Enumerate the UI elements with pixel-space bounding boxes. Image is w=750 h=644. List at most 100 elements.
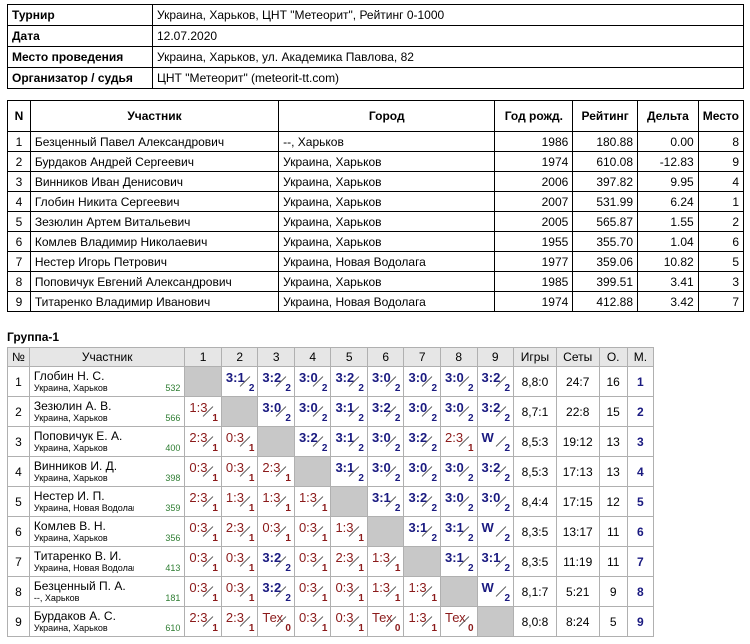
grid-score-cell: 0:3 1	[293, 516, 332, 547]
grid-place: 1	[626, 366, 655, 397]
grid-player-city: Украина, Харьков	[33, 532, 108, 543]
score-points: 1	[212, 593, 218, 604]
participant-cell: 399.51	[572, 271, 639, 292]
grid-header: 1	[184, 347, 222, 367]
participant-cell: 531.99	[572, 191, 639, 212]
grid-header: №	[7, 347, 30, 367]
score-value: 3:2	[371, 400, 391, 415]
score-value: 3:0	[408, 460, 428, 475]
participant-cell: 3.42	[637, 291, 699, 312]
score-value: 2:3	[335, 550, 354, 565]
grid-header: 4	[293, 347, 332, 367]
grid-score-cell: 3:1 2	[366, 486, 405, 517]
info-label: Организатор / судья	[7, 67, 153, 89]
participant-cell: 412.88	[572, 291, 639, 312]
score-points: 2	[285, 593, 291, 604]
grid-score-cell: 3:1 2	[440, 546, 478, 577]
score-value: 0:3	[225, 460, 244, 475]
participant-cell: 9	[7, 291, 31, 312]
participant-cell: 10.82	[637, 251, 699, 272]
grid-row-number: 5	[7, 486, 30, 517]
grid-score-cell: 0:3 1	[257, 516, 295, 547]
grid-player-rating: 181	[165, 593, 181, 603]
grid-score-cell: 3:0 2	[293, 396, 332, 427]
grid-header: 6	[366, 347, 405, 367]
score-points: 1	[212, 443, 218, 454]
grid-row: 8 Безценный П. А. --, Харьков 181 0:3 1 0:3 1 3:…	[7, 576, 655, 607]
score-points: 1	[248, 473, 255, 484]
grid-player-city: Украина, Новая Водолага	[33, 562, 134, 573]
grid-score-cell: 3:2 2	[293, 426, 332, 457]
score-value: 0:3	[189, 550, 208, 565]
info-row: Турнир Украина, Харьков, ЦНТ "Метеорит", …	[7, 4, 744, 26]
grid-points: 5	[598, 606, 628, 637]
score-points: 2	[285, 413, 291, 424]
score-points: 2	[321, 443, 328, 454]
score-points: 2	[394, 473, 401, 484]
grid-sets: 5:21	[555, 576, 600, 607]
grid-self-cell	[330, 486, 368, 517]
grid-place: 6	[626, 516, 655, 547]
info-value: ЦНТ "Метеорит" (meteorit-tt.com)	[152, 67, 744, 89]
participant-row: 3 Винников Иван Денисович Украина, Харьков…	[7, 171, 745, 192]
grid-player: Поповичук Е. А. Украина, Харьков 400	[28, 426, 186, 457]
participant-cell: 397.82	[572, 171, 639, 192]
grid-sets: 11:19	[555, 546, 600, 577]
score-points: 2	[358, 443, 364, 454]
grid-score-cell: 2:3 1	[220, 516, 259, 547]
score-value: 3:2	[262, 550, 282, 565]
grid-self-cell	[184, 366, 222, 397]
grid-player-city: Украина, Харьков	[33, 622, 108, 633]
score-points: 1	[285, 473, 291, 484]
participant-row: 1 Безценный Павел Александрович --, Харько…	[7, 131, 745, 152]
grid-points: 16	[598, 366, 628, 397]
score-points: 1	[358, 623, 364, 634]
score-value: 0:3	[189, 580, 208, 595]
participant-row: 7 Нестер Игорь Петрович Украина, Новая Вод…	[7, 251, 745, 272]
score-points: 2	[504, 413, 511, 424]
participant-cell: 8	[7, 271, 31, 292]
score-value: 0:3	[225, 430, 244, 445]
grid-score-cell: 3:1 2	[330, 396, 368, 427]
score-points: 1	[285, 533, 291, 544]
score-points: 1	[248, 533, 255, 544]
participant-cell: 2005	[494, 211, 574, 232]
participant-cell: Украина, Харьков	[278, 151, 496, 172]
grid-score-cell: 3:2 2	[257, 546, 295, 577]
score-points: 2	[504, 383, 511, 394]
grid-score-cell: 3:0 2	[366, 426, 405, 457]
grid-row-number: 8	[7, 576, 30, 607]
grid-header: М.	[626, 347, 655, 367]
score-value: Тех	[445, 610, 466, 625]
participant-row: 2 Бурдаков Андрей Сергеевич Украина, Харьк…	[7, 151, 745, 172]
grid-score-cell: 1:3 1	[220, 486, 259, 517]
score-value: 3:2	[481, 400, 501, 415]
grid-score-cell: 0:3 1	[220, 576, 259, 607]
grid-points: 13	[598, 426, 628, 457]
participant-cell: 7	[7, 251, 31, 272]
grid-header: 2	[220, 347, 259, 367]
grid-player-city: Украина, Харьков	[33, 472, 108, 483]
grid-place: 9	[626, 606, 655, 637]
info-row: Место проведения Украина, Харьков, ул. Ак…	[7, 46, 744, 68]
score-value: W	[481, 520, 494, 535]
grid-score-cell: 2:3 1	[184, 426, 222, 457]
participant-cell: 1	[7, 131, 31, 152]
participant-cell: Титаренко Владимир Иванович	[29, 291, 280, 312]
score-points: 2	[394, 383, 401, 394]
score-value: 0:3	[298, 550, 318, 565]
score-points: 1	[248, 593, 255, 604]
participants-header: Город	[278, 100, 496, 132]
score-points: 1	[431, 593, 437, 604]
score-points: 2	[285, 563, 291, 574]
participant-cell: Винников Иван Денисович	[29, 171, 280, 192]
grid-player: Титаренко В. И. Украина, Новая Водолага 41…	[28, 546, 186, 577]
grid-games: 8,5:3	[513, 456, 557, 487]
participant-cell: 180.88	[572, 131, 639, 152]
score-points: 1	[248, 503, 255, 514]
participants-header: Участник	[29, 100, 280, 132]
grid-header: 7	[403, 347, 441, 367]
score-points: 1	[248, 563, 255, 574]
score-points: 1	[212, 473, 218, 484]
